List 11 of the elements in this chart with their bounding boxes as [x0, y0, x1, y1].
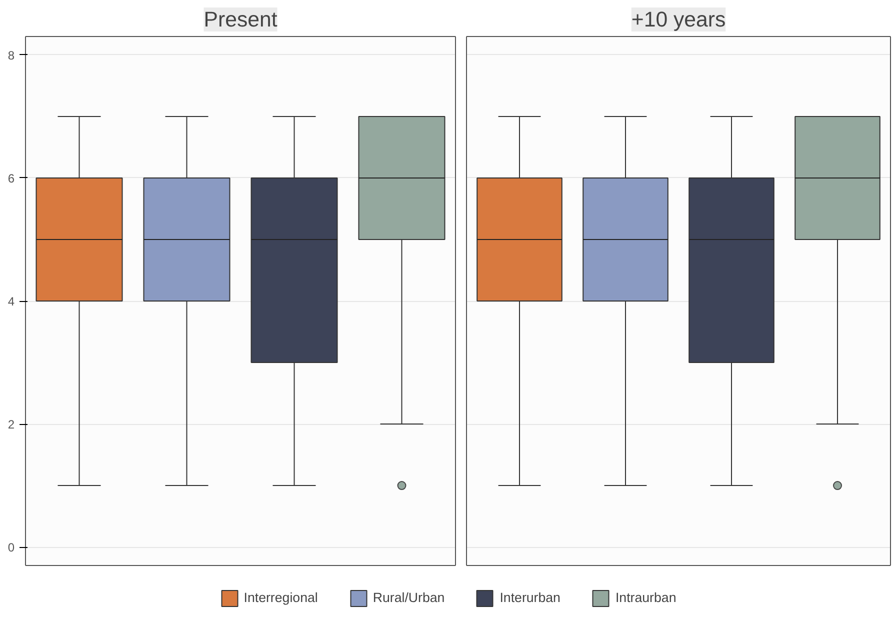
legend-label: Interregional [244, 590, 318, 605]
x-tick-label: +10 years [631, 8, 726, 32]
y-tick-label: 6 [8, 171, 15, 186]
y-tick-label: 2 [8, 418, 15, 432]
legend-label: Interurban [500, 590, 560, 605]
legend-label: Intraurban [615, 590, 676, 605]
legend-label: Rural/Urban [372, 590, 445, 605]
y-tick-label: 4 [8, 294, 15, 308]
y-tick-label: 8 [8, 48, 15, 62]
x-tick-label: Present [204, 8, 278, 32]
y-tick-label: 0 [8, 540, 15, 555]
